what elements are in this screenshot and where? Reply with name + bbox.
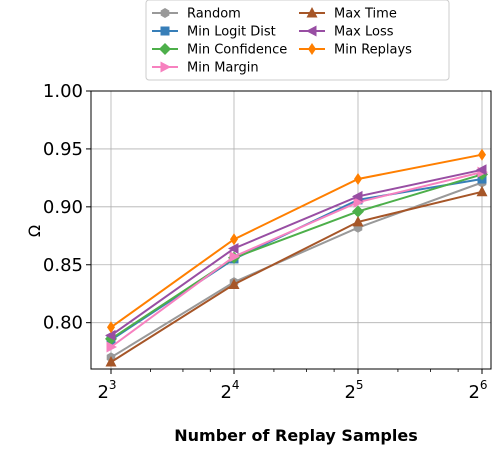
data-point: [352, 190, 363, 202]
legend-item: Max Loss: [299, 25, 394, 40]
y-tick-label: 0.80: [43, 313, 83, 334]
legend-label: Max Time: [334, 7, 397, 22]
legend-label: Min Replays: [334, 43, 412, 58]
y-ticks: 0.80 0.85 0.90 0.95 1.00: [43, 81, 91, 334]
legend-item: Min Confidence: [152, 43, 287, 58]
plot-background: [91, 91, 491, 369]
x-tick-label: 23: [97, 378, 116, 403]
series-line: [110, 168, 483, 337]
y-tick-label: 0.95: [43, 139, 83, 160]
legend-marker: [159, 43, 171, 55]
legend-item: Random: [152, 7, 241, 22]
data-point: [352, 215, 364, 227]
series-line: [110, 171, 483, 348]
legend-marker: [160, 26, 170, 36]
data-point: [230, 233, 238, 246]
legend-label: Min Confidence: [187, 43, 287, 58]
series-min-replays: [107, 148, 486, 334]
data-point: [105, 356, 117, 367]
plot-frame: [90, 90, 492, 370]
series-layer: [105, 148, 488, 367]
data-point: [228, 243, 239, 255]
data-point: [354, 173, 362, 186]
x-tick-label-base: 2: [97, 382, 108, 403]
x-tick-label-base: 2: [468, 382, 479, 403]
legend-frame: [145, 0, 450, 81]
series-max-time: [105, 185, 488, 367]
legend-label: Min Logit Dist: [187, 25, 276, 40]
data-point: [105, 329, 116, 341]
x-tick-label: 26: [468, 378, 487, 403]
y-tick-label: 1.00: [43, 81, 83, 102]
x-axis-label: Number of Replay Samples: [174, 426, 417, 445]
legend-item: Min Margin: [152, 61, 259, 76]
x-tick-label-exponent: 5: [356, 378, 364, 392]
data-point: [107, 321, 115, 334]
legend-marker: [160, 8, 170, 18]
x-tick-label-exponent: 4: [232, 378, 240, 392]
data-point: [106, 341, 117, 353]
legend-marker: [306, 7, 318, 18]
x-tick-label-base: 2: [220, 382, 231, 403]
legend-marker: [306, 25, 317, 37]
legend-marker: [160, 61, 171, 73]
series-line: [110, 190, 483, 363]
series-line: [110, 153, 483, 329]
data-point: [229, 251, 240, 263]
y-axis-label: Ω: [25, 225, 44, 237]
y-tick-label: 0.90: [43, 197, 83, 218]
data-point: [476, 164, 487, 176]
legend-item: Max Time: [299, 7, 397, 22]
legend-item: Min Logit Dist: [152, 25, 276, 40]
x-tick-label: 24: [220, 378, 239, 403]
x-ticks: 23 24 25 26: [97, 369, 488, 403]
legend-label: Max Loss: [334, 25, 394, 40]
y-tick-label: 0.85: [43, 255, 83, 276]
legend: Random Min Logit Dist Min Confidence Min Ma…: [145, 0, 450, 81]
series-line: [110, 181, 483, 359]
data-point: [228, 278, 240, 289]
data-point: [478, 148, 486, 161]
x-tick-label-exponent: 3: [109, 378, 117, 392]
x-tick-label: 25: [344, 378, 363, 403]
legend-label: Min Margin: [187, 61, 259, 76]
x-tick-label-base: 2: [344, 382, 355, 403]
legend-marker: [308, 43, 316, 55]
x-tick-label-exponent: 6: [480, 378, 488, 392]
legend-item: Min Replays: [299, 43, 412, 58]
data-point: [353, 196, 364, 208]
legend-label: Random: [187, 7, 241, 22]
series-max-loss: [105, 164, 487, 341]
series-line: [110, 173, 483, 340]
data-point: [352, 205, 364, 218]
data-point: [476, 185, 488, 197]
